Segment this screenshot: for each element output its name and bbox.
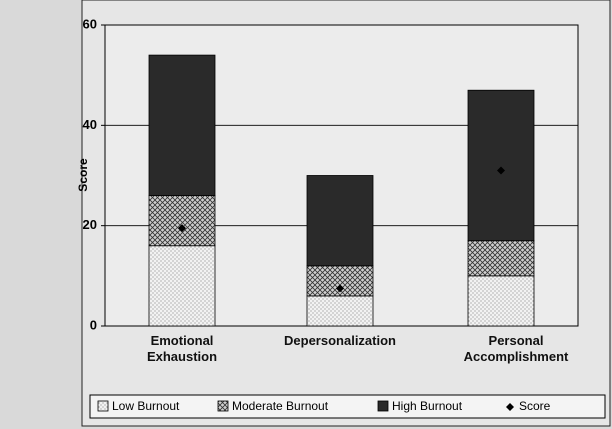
legend-swatch xyxy=(97,400,109,412)
x-tick-label: Depersonalization xyxy=(284,333,396,348)
bar-segment xyxy=(306,295,374,327)
bar-segment xyxy=(306,175,374,267)
bar-segment xyxy=(467,275,535,327)
legend-label: Moderate Burnout xyxy=(232,399,329,413)
y-tick-label: 60 xyxy=(83,16,97,31)
x-tick-label: Emotional Exhaustion xyxy=(146,333,218,364)
legend-swatch xyxy=(217,400,229,412)
score-marker xyxy=(178,224,186,233)
y-tick-label: 0 xyxy=(90,317,97,332)
legend-label: Low Burnout xyxy=(112,399,180,413)
y-tick-label: 40 xyxy=(83,117,97,132)
bar-segment xyxy=(148,195,216,247)
legend-swatch xyxy=(506,403,514,411)
score-marker xyxy=(497,166,505,175)
score-marker xyxy=(336,284,344,293)
bar-segment xyxy=(148,245,216,327)
bar-segment xyxy=(467,240,535,277)
bar-segment xyxy=(148,54,216,196)
y-axis-label: Score xyxy=(76,158,90,192)
legend-label: Score xyxy=(519,399,551,413)
legend-label: High Burnout xyxy=(392,399,463,413)
legend-swatch xyxy=(377,400,389,412)
y-tick-label: 20 xyxy=(83,217,97,232)
bar-segment xyxy=(467,89,535,242)
x-tick-label: Personal Accomplishment xyxy=(463,333,569,364)
